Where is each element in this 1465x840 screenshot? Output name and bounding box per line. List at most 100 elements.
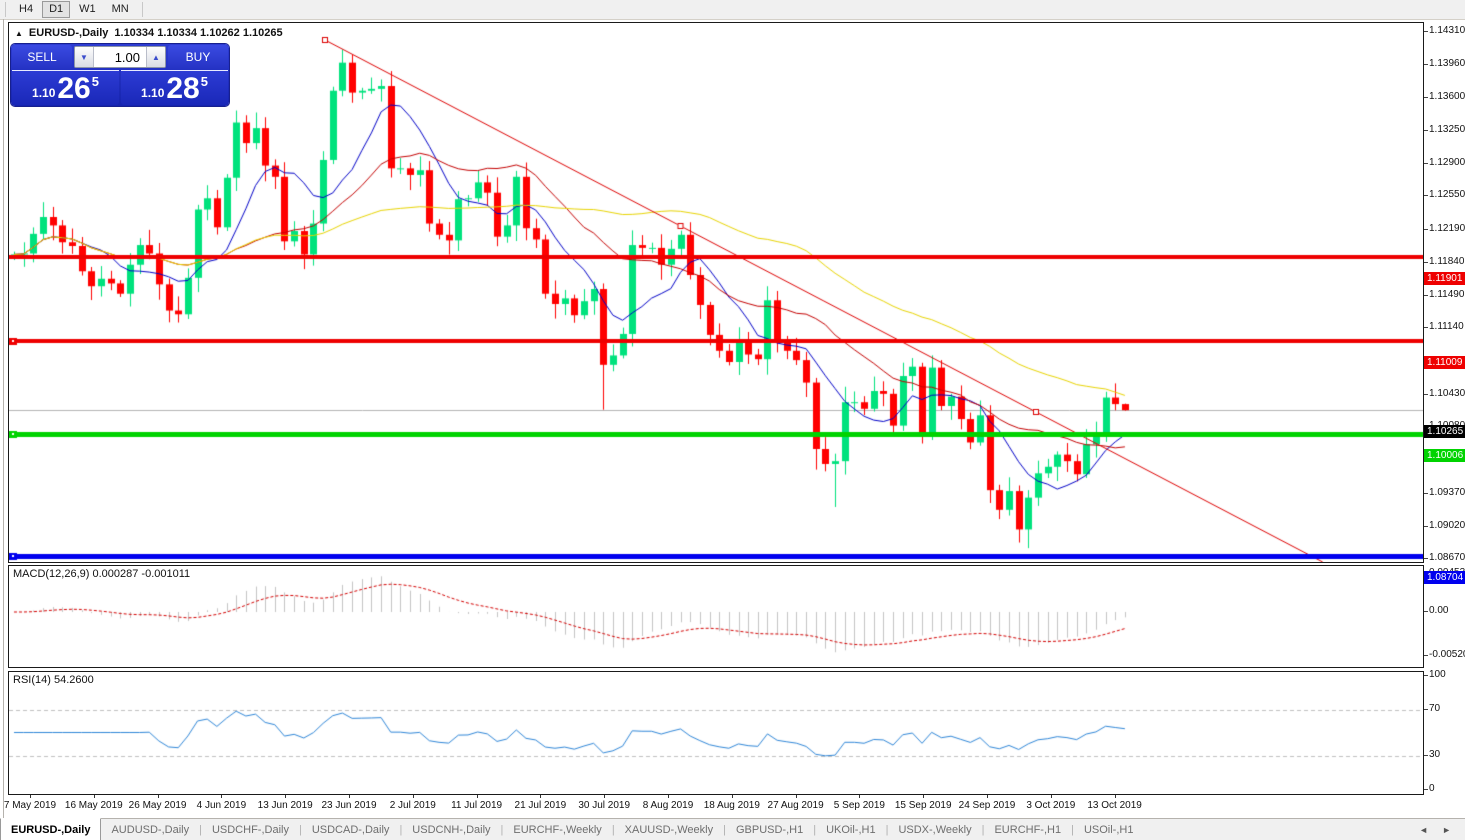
symbol-collapse-icon[interactable]: ▲	[15, 28, 23, 38]
axis-tick-mark	[1424, 162, 1428, 164]
axis-tick-mark	[1424, 30, 1428, 32]
rsi-tick-label: 100	[1429, 669, 1446, 680]
timeframe-button-mn[interactable]: MN	[111, 3, 129, 15]
time-axis-label: 3 Oct 2019	[1026, 800, 1076, 811]
chart-tab-bar: EURUSD-,Daily AUDUSD-,Daily | USDCHF-,Daily…	[0, 818, 1465, 840]
time-axis-label: 21 Jul 2019	[514, 800, 567, 811]
price-tick-label: 1.12550	[1429, 189, 1465, 201]
tab-separator: |	[1071, 824, 1074, 836]
price-tick-label: 1.14310	[1429, 24, 1465, 36]
time-tick-mark	[349, 795, 350, 798]
chart-tab-usoil-h1[interactable]: USOil-,H1	[1083, 824, 1134, 836]
time-axis-label: 15 Sep 2019	[894, 800, 952, 811]
chart-tab-eurchf-weekly[interactable]: EURCHF-,Weekly	[513, 824, 602, 836]
price-tick-label: 1.11840	[1429, 255, 1465, 267]
axis-tick-mark	[1424, 708, 1428, 710]
axis-tick-mark	[1424, 393, 1428, 395]
chart-ohlc-label: 1.10334 1.10334 1.10262 1.10265	[114, 27, 283, 39]
chart-tab-eurchf-h1[interactable]: EURCHF-,H1	[994, 824, 1062, 836]
time-axis-label: 18 Aug 2019	[703, 800, 760, 811]
sell-price-quote[interactable]: 1.10 26 5	[12, 70, 119, 105]
time-tick-mark	[285, 795, 287, 798]
tab-scroll-left-icon[interactable]: ◄	[1419, 825, 1429, 835]
price-tick-label: 1.11140	[1429, 321, 1464, 333]
axis-tick-mark	[1424, 655, 1428, 656]
timeframe-button-h4[interactable]: H4	[19, 3, 34, 15]
chart-tab-usdcad-daily[interactable]: USDCAD-,Daily	[311, 824, 390, 836]
buy-button[interactable]: BUY	[168, 45, 228, 69]
volume-input[interactable]: 1.00	[94, 47, 146, 67]
timeframe-button-d1[interactable]: D1	[42, 1, 71, 18]
time-axis-label: 13 Oct 2019	[1087, 800, 1142, 811]
tab-scroll-right-icon[interactable]: ►	[1442, 825, 1451, 835]
buy-price-pip: 5	[200, 74, 208, 89]
sell-button[interactable]: SELL	[12, 45, 72, 69]
rsi-tick-label: 0	[1429, 783, 1435, 794]
time-tick-mark	[157, 795, 159, 798]
sell-price-big: 26	[57, 72, 91, 105]
tab-separator: |	[813, 824, 817, 836]
time-axis[interactable]: 7 May 2019 16 May 2019 26 May 2019 4 Jun 20…	[4, 795, 1424, 818]
time-tick-mark	[731, 795, 733, 798]
axis-tick-mark	[1424, 97, 1428, 99]
timeframe-button-w1[interactable]: W1	[79, 3, 96, 15]
price-tick-label: 1.10430	[1429, 387, 1465, 399]
chart-title: ▲ EURUSD-,Daily 1.10334 1.10334 1.10262 …	[15, 27, 283, 39]
macd-canvas[interactable]	[9, 566, 1423, 667]
tab-separator: |	[981, 824, 985, 836]
tab-separator: |	[723, 824, 726, 836]
time-tick-mark	[412, 795, 414, 798]
time-tick-mark	[221, 795, 223, 798]
time-tick-mark	[476, 795, 478, 798]
chart-symbol-label: EURUSD-,Daily	[28, 27, 109, 39]
tab-separator: |	[500, 824, 504, 836]
price-tick-label: 1.12190	[1429, 223, 1465, 235]
time-axis-label: 5 Sep 2019	[833, 800, 885, 811]
rsi-canvas[interactable]	[9, 672, 1423, 794]
time-axis-label: 23 Jun 2019	[321, 800, 377, 811]
axis-tick-mark	[1424, 675, 1428, 676]
price-tick-label: 1.13600	[1429, 91, 1465, 103]
chart-tab-usdchf-daily[interactable]: USDCHF-,Daily	[211, 824, 289, 836]
time-axis-label: 26 May 2019	[128, 800, 187, 811]
axis-tick-mark	[1424, 195, 1428, 197]
axis-tick-mark	[1424, 327, 1428, 329]
toolbar-separator	[141, 2, 143, 17]
chart-tab-ukoil-h1[interactable]: UKOil-,H1	[826, 824, 876, 836]
price-tick-label: 1.12900	[1429, 156, 1465, 168]
tab-separator: |	[298, 824, 302, 836]
volume-stepper: ▼ 1.00 ▲	[74, 46, 166, 68]
time-axis-label: 13 Jun 2019	[257, 800, 313, 811]
price-axis[interactable]: 1.14310 1.13960 1.13600 1.13250 1.12900 1.125…	[1424, 22, 1465, 818]
hline-price-label: 1.11009	[1424, 355, 1465, 369]
axis-tick-mark	[1424, 492, 1428, 494]
price-tick-label: 1.08670	[1429, 552, 1465, 564]
macd-indicator-panel[interactable]: MACD(12,26,9) 0.000287 -0.001011	[8, 565, 1424, 668]
price-tick-label: 1.11490	[1429, 288, 1465, 300]
axis-tick-mark	[1424, 789, 1428, 790]
price-chart-canvas[interactable]	[9, 23, 1423, 562]
volume-up-icon[interactable]: ▲	[146, 47, 165, 67]
chart-tab-gbpusd-h1[interactable]: GBPUSD-,H1	[735, 824, 804, 836]
sell-price-pip: 5	[91, 74, 99, 89]
chart-tab-eurusd-daily[interactable]: EURUSD-,Daily	[0, 818, 102, 840]
rsi-tick-label: 70	[1429, 702, 1441, 714]
chart-tab-usdx-weekly[interactable]: USDX-,Weekly	[898, 824, 972, 836]
macd-tick-label: 0.00	[1429, 605, 1449, 616]
volume-down-icon[interactable]: ▼	[75, 47, 94, 67]
chart-workspace: ▲ EURUSD-,Daily 1.10334 1.10334 1.10262 …	[4, 22, 1424, 818]
macd-tick-label: -0.005205	[1429, 649, 1465, 660]
time-tick-mark	[923, 795, 925, 798]
axis-tick-mark	[1424, 129, 1428, 131]
rsi-indicator-panel[interactable]: RSI(14) 54.2600	[8, 671, 1424, 795]
chart-tab-xauusd-weekly[interactable]: XAUUSD-,Weekly	[624, 824, 714, 836]
chart-tab-audusd-daily[interactable]: AUDUSD-,Daily	[111, 824, 190, 836]
hline-price-label: 1.11901	[1424, 272, 1465, 286]
buy-price-quote[interactable]: 1.10 28 5	[121, 70, 228, 105]
time-axis-label: 4 Jun 2019	[196, 800, 247, 811]
chart-tab-usdcnh-daily[interactable]: USDCNH-,Daily	[412, 824, 491, 836]
buy-price-small: 1.10	[141, 86, 165, 100]
window-left-edge	[3, 19, 4, 840]
price-chart-panel[interactable]: ▲ EURUSD-,Daily 1.10334 1.10334 1.10262 …	[8, 22, 1424, 563]
